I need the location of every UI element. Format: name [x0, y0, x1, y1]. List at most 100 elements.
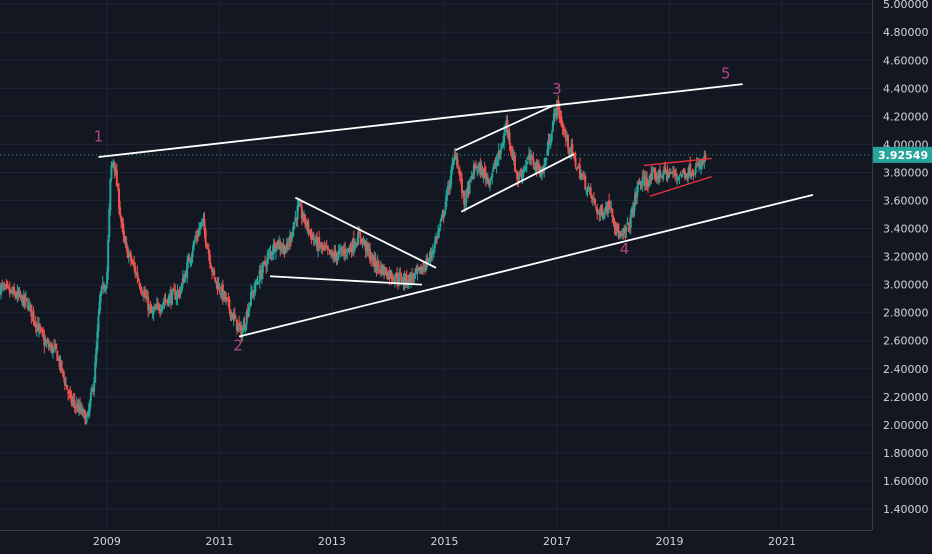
candle-body: [115, 169, 118, 187]
candle-body: [374, 257, 377, 267]
candle-body: [211, 267, 214, 272]
candle-body: [681, 170, 684, 174]
x-tick-label: 2009: [93, 535, 121, 548]
candle-body: [184, 273, 187, 282]
trendline-7[interactable]: [644, 157, 712, 167]
candle-body: [583, 176, 586, 178]
y-tick-label: 3.20000: [883, 251, 929, 264]
candle-body: [321, 242, 324, 248]
candle-body: [54, 345, 57, 349]
candle-body: [570, 146, 573, 153]
candle-body: [394, 272, 397, 278]
trendline-2[interactable]: [238, 194, 814, 338]
price-axis[interactable]: [872, 0, 932, 550]
candle-body: [405, 275, 408, 285]
candle-body: [50, 343, 53, 353]
candle-body: [597, 212, 600, 214]
candle-body: [164, 300, 167, 302]
candle-body: [558, 106, 561, 119]
candle-body: [245, 311, 248, 325]
candle-body: [222, 291, 225, 299]
candle-body: [655, 177, 658, 180]
candle-body: [630, 208, 633, 214]
grid: [0, 0, 872, 530]
candle-body: [402, 276, 405, 284]
candle-body: [1, 284, 4, 286]
trendline-1[interactable]: [98, 83, 743, 158]
candle-body: [284, 250, 287, 254]
candle-body: [306, 221, 309, 228]
candle-body: [601, 209, 604, 217]
candle-body: [563, 128, 566, 134]
candle-body: [358, 231, 361, 234]
candle-body: [258, 270, 261, 283]
trendline-3[interactable]: [294, 196, 437, 269]
candle-body: [497, 150, 500, 160]
candle-body: [361, 238, 364, 242]
candle-body: [296, 205, 299, 220]
trendline-8[interactable]: [649, 176, 712, 197]
candle-body: [518, 173, 521, 179]
candle-body: [159, 310, 162, 312]
candle-body: [114, 171, 117, 174]
candle-body: [185, 273, 188, 276]
candle-body: [613, 220, 616, 228]
candle-body: [92, 388, 95, 391]
time-axis[interactable]: [0, 530, 932, 550]
candle-body: [637, 181, 640, 185]
candle-body: [206, 247, 209, 250]
candle-body: [380, 264, 383, 275]
candle-body: [679, 174, 682, 176]
candle-body: [444, 201, 447, 210]
candle-body: [543, 164, 546, 172]
trendline-4[interactable]: [269, 275, 422, 286]
candle-body: [72, 399, 75, 401]
candle-body: [379, 265, 382, 272]
candle-body: [371, 254, 374, 259]
candle-body: [668, 171, 671, 174]
candle-body: [485, 177, 488, 182]
candle-body: [565, 135, 568, 140]
candle-body: [698, 163, 701, 168]
candle-body: [143, 291, 146, 297]
candle-body: [269, 251, 272, 254]
candle-body: [0, 285, 3, 294]
candle-body: [176, 291, 179, 298]
y-tick-label: 2.80000: [883, 307, 929, 320]
candle-body: [407, 274, 410, 283]
candle-body: [27, 302, 30, 310]
candle-body: [682, 168, 685, 173]
candle-body: [359, 232, 362, 238]
candle-body: [564, 134, 567, 140]
candle-body: [433, 241, 436, 249]
y-tick-label: 1.80000: [883, 447, 929, 460]
candle-body: [416, 268, 419, 274]
candle-body: [253, 289, 256, 293]
candle-body: [596, 208, 599, 215]
candle-body: [225, 297, 228, 299]
candle-body: [392, 277, 395, 282]
candle-body: [505, 121, 508, 130]
candle-body: [650, 172, 653, 180]
candle-body: [348, 247, 351, 252]
y-tick-label: 2.00000: [883, 419, 929, 432]
candle-body: [420, 268, 423, 274]
candle-body: [28, 303, 31, 310]
candle-body: [574, 157, 577, 167]
candle-body: [219, 293, 222, 295]
candle-body: [523, 167, 526, 171]
candle-body: [436, 236, 439, 239]
candle-body: [113, 162, 116, 172]
candle-body: [298, 204, 301, 206]
trendline-5[interactable]: [455, 104, 555, 151]
candle-body: [584, 175, 587, 190]
candle-body: [102, 285, 105, 290]
trendlines[interactable]: [98, 83, 814, 338]
candle-body: [15, 296, 18, 298]
trendline-6[interactable]: [460, 153, 575, 213]
candle-body: [578, 165, 581, 179]
candle-body: [259, 269, 262, 279]
candle-body: [79, 404, 82, 411]
